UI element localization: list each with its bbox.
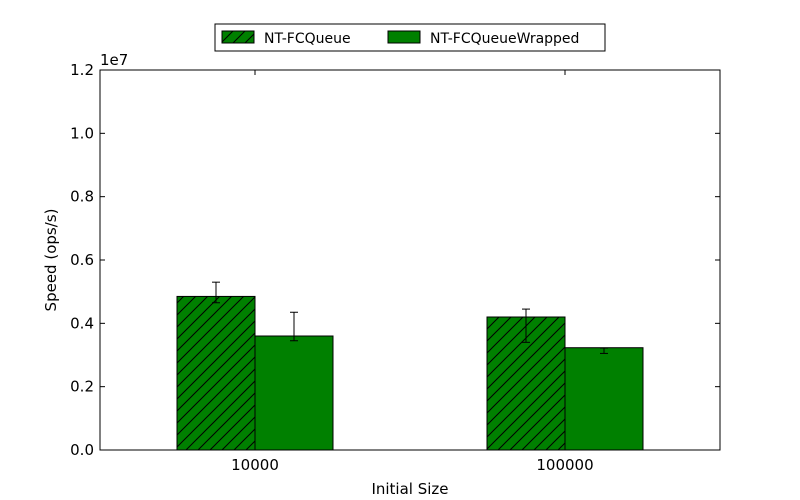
x-tick-label: 10000: [231, 456, 279, 474]
legend-label-nt-fcqueuewrapped: NT-FCQueueWrapped: [430, 31, 579, 47]
bar-nt-fcqueuewrapped-10000: [254, 335, 334, 451]
y-tick-label: 0.6: [70, 251, 94, 269]
y-tick-label: 0.4: [70, 314, 94, 332]
y-tick-label: 0.0: [70, 441, 94, 459]
bar-nt-fcqueuewrapped-100000: [564, 347, 644, 451]
y-axis-ticks: 0.0 0.2 0.4 0.6 0.8 1.0 1.2: [70, 61, 720, 459]
legend-swatch-nt-fcqueuewrapped: [387, 30, 421, 44]
x-tick-label: 100000: [536, 456, 593, 474]
bar-nt-fcqueue-10000: [176, 295, 256, 451]
y-scale-label: 1e7: [100, 51, 128, 69]
legend-swatch-nt-fcqueue: [221, 30, 255, 44]
y-axis-label: Speed (ops/s): [42, 209, 60, 312]
y-tick-label: 0.8: [70, 188, 94, 206]
y-tick-label: 1.0: [70, 124, 94, 142]
error-bars-group: [212, 281, 608, 354]
y-tick-label: 0.2: [70, 378, 94, 396]
y-tick-label: 1.2: [70, 61, 94, 79]
x-axis-label: Initial Size: [371, 480, 448, 498]
x-axis-ticks: 10000 100000: [231, 70, 594, 474]
legend: NT-FCQueue NT-FCQueueWrapped: [214, 23, 606, 52]
bars-group: [176, 295, 644, 451]
legend-label-nt-fcqueue: NT-FCQueue: [264, 31, 351, 47]
